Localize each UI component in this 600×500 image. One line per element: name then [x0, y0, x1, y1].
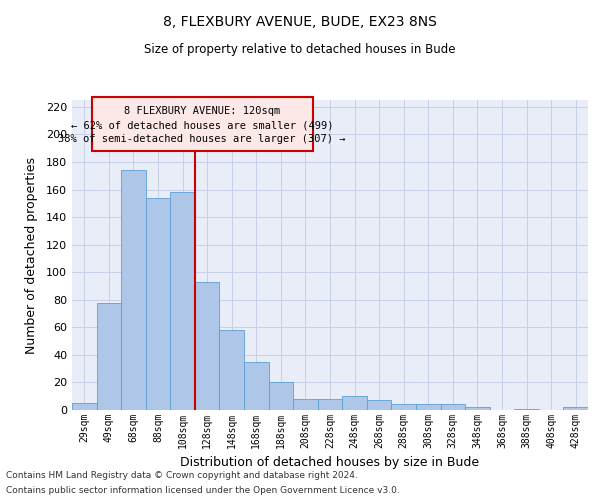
Bar	[269, 382, 293, 410]
Bar	[170, 192, 195, 410]
Bar	[440, 404, 465, 410]
Text: Contains public sector information licensed under the Open Government Licence v3: Contains public sector information licen…	[6, 486, 400, 495]
Text: 38% of semi-detached houses are larger (307) →: 38% of semi-detached houses are larger (…	[58, 134, 346, 144]
Bar	[391, 404, 416, 410]
Bar	[563, 407, 588, 410]
Text: Contains HM Land Registry data © Crown copyright and database right 2024.: Contains HM Land Registry data © Crown c…	[6, 471, 358, 480]
Text: Size of property relative to detached houses in Bude: Size of property relative to detached ho…	[144, 42, 456, 56]
Bar	[318, 399, 342, 410]
Bar	[195, 282, 220, 410]
Bar	[514, 408, 539, 410]
Bar	[416, 404, 440, 410]
Bar	[72, 403, 97, 410]
Text: ← 62% of detached houses are smaller (499): ← 62% of detached houses are smaller (49…	[71, 120, 334, 130]
X-axis label: Distribution of detached houses by size in Bude: Distribution of detached houses by size …	[181, 456, 479, 469]
Bar	[293, 399, 318, 410]
Bar	[342, 396, 367, 410]
Bar	[220, 330, 244, 410]
Text: 8, FLEXBURY AVENUE, BUDE, EX23 8NS: 8, FLEXBURY AVENUE, BUDE, EX23 8NS	[163, 15, 437, 29]
Bar	[367, 400, 391, 410]
Y-axis label: Number of detached properties: Number of detached properties	[25, 156, 38, 354]
Bar	[121, 170, 146, 410]
Text: 8 FLEXBURY AVENUE: 120sqm: 8 FLEXBURY AVENUE: 120sqm	[124, 106, 280, 116]
Bar	[244, 362, 269, 410]
Bar	[97, 302, 121, 410]
Bar	[146, 198, 170, 410]
Bar	[465, 407, 490, 410]
FancyBboxPatch shape	[92, 97, 313, 151]
